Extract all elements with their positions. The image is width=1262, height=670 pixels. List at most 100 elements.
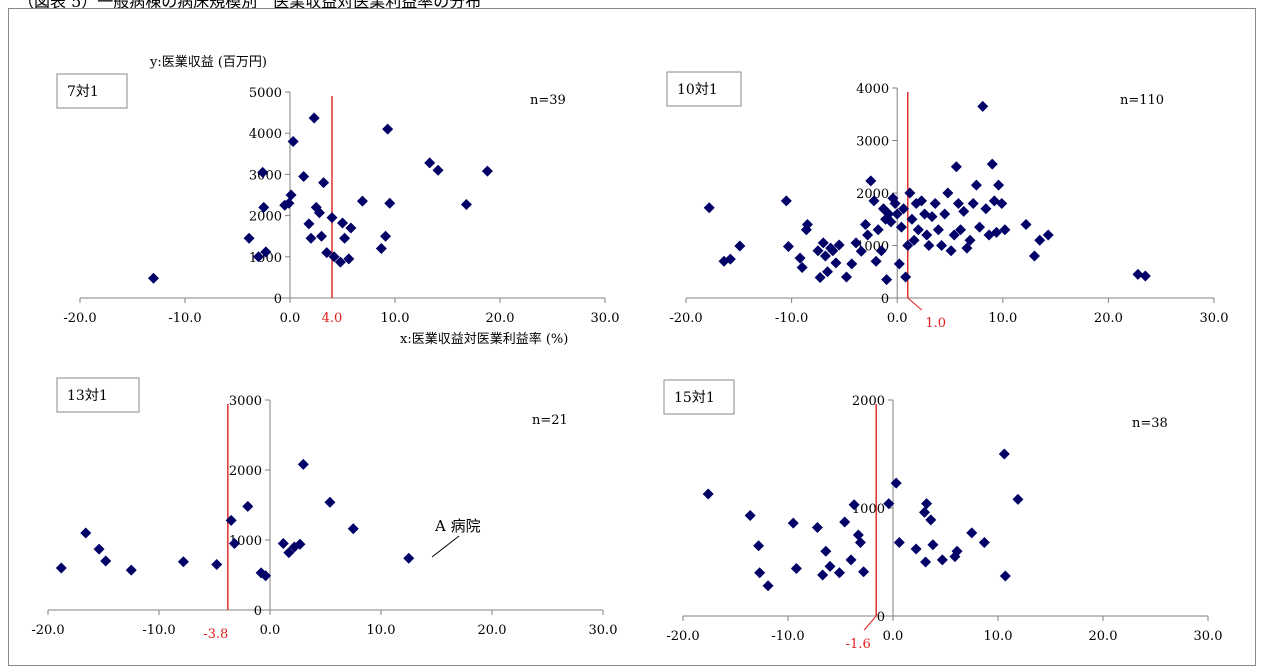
data-point <box>1034 234 1046 246</box>
data-point <box>1132 268 1144 280</box>
data-point <box>794 252 806 264</box>
data-point <box>967 198 979 209</box>
x-tick-label: 30.0 <box>1200 311 1229 326</box>
data-point <box>961 242 973 254</box>
data-point <box>1139 270 1151 282</box>
data-point <box>906 213 918 225</box>
data-point <box>812 245 824 257</box>
y-axis-title: y:医業収益 (百万円) <box>149 54 267 70</box>
panel-title: 7対1 <box>67 84 99 100</box>
marker-leader-line <box>907 297 923 311</box>
data-point <box>910 543 922 555</box>
data-point <box>919 506 930 518</box>
data-point <box>298 170 310 182</box>
y-tick-label: 3000 <box>229 394 262 409</box>
data-point <box>990 226 1002 238</box>
data-point <box>382 123 394 135</box>
data-point <box>228 538 240 549</box>
y-tick-label: 5000 <box>249 86 282 101</box>
x-tick-label: -20.0 <box>666 629 699 644</box>
data-point <box>889 198 901 209</box>
data-point <box>950 161 962 173</box>
data-point <box>762 580 774 592</box>
data-point <box>297 458 309 470</box>
x-tick-label: -10.0 <box>771 629 804 644</box>
data-point <box>796 262 808 274</box>
x-axis-title: x:医業収益対医業利益率 (%) <box>400 331 568 347</box>
sample-count-label: n=38 <box>1132 416 1168 431</box>
data-point <box>891 208 903 220</box>
data-point <box>846 258 858 270</box>
data-point <box>822 266 834 278</box>
y-tick-label: 0 <box>877 610 885 625</box>
x-tick-label: 20.0 <box>1089 629 1118 644</box>
data-point <box>100 555 112 567</box>
x-tick-label: -20.0 <box>63 311 96 326</box>
data-point <box>885 216 897 228</box>
data-point <box>862 229 874 241</box>
data-point <box>375 243 387 255</box>
data-point <box>211 559 223 570</box>
data-point <box>833 567 845 579</box>
data-point <box>883 498 895 510</box>
data-point <box>923 240 935 251</box>
data-point <box>900 271 912 283</box>
y-tick-label: 0 <box>274 292 282 307</box>
data-point <box>287 135 299 147</box>
data-point <box>881 274 893 286</box>
data-point <box>316 230 327 242</box>
data-point <box>848 499 860 511</box>
data-point <box>80 527 92 539</box>
figure-frame <box>8 8 1256 666</box>
data-point <box>258 201 270 213</box>
data-point <box>964 234 976 246</box>
data-point <box>148 272 159 284</box>
data-point <box>243 232 255 244</box>
data-point <box>734 240 746 252</box>
data-point <box>481 165 493 177</box>
data-point <box>870 255 882 267</box>
x-tick-label: 10.0 <box>367 623 396 638</box>
data-point <box>277 538 289 549</box>
y-tick-label: 0 <box>254 604 262 619</box>
marker-leader-line <box>863 615 877 631</box>
panel-title-box <box>56 377 140 413</box>
data-point <box>125 564 137 576</box>
data-point <box>460 198 472 210</box>
data-point <box>932 224 944 236</box>
y-tick-label: 3000 <box>249 168 282 183</box>
data-point <box>814 272 826 284</box>
data-point <box>921 229 933 241</box>
data-point <box>890 477 902 489</box>
data-point <box>912 224 924 236</box>
data-point <box>860 219 872 230</box>
data-point <box>936 554 948 566</box>
data-point <box>55 562 67 574</box>
data-point <box>893 537 905 549</box>
data-point <box>811 521 823 533</box>
data-point <box>260 570 272 582</box>
data-point <box>242 500 254 512</box>
x-tick-label: -20.0 <box>669 311 702 326</box>
data-point <box>1020 219 1032 230</box>
x-tick-label: -20.0 <box>31 623 64 638</box>
data-point <box>801 219 813 230</box>
data-point <box>283 197 295 209</box>
data-point <box>868 195 880 207</box>
data-point <box>951 545 963 557</box>
data-point <box>833 239 845 251</box>
data-point <box>703 202 715 214</box>
data-point <box>978 537 990 549</box>
data-point <box>780 195 792 207</box>
data-point <box>948 229 960 241</box>
data-point <box>283 547 295 559</box>
data-point <box>225 514 237 526</box>
data-point <box>326 212 338 224</box>
data-point <box>830 257 842 269</box>
data-point <box>902 240 914 251</box>
data-point <box>865 175 877 187</box>
x-tick-label: 0.0 <box>260 623 281 638</box>
y-tick-label: 3000 <box>856 135 889 150</box>
